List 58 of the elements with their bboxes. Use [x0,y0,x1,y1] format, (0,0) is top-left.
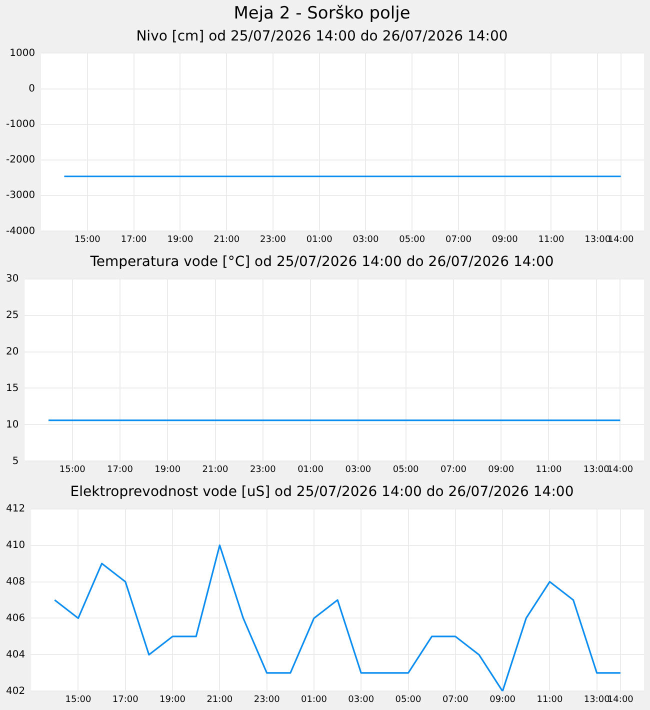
y-tick-label: 408 [6,576,26,588]
chart-title: Elektroprevodnost vode [uS] od 25/07/2026 14:00 do 26/07/2026 14:00 [70,484,574,500]
y-tick-label: 5 [12,456,19,467]
x-tick-label: 07:00 [446,234,472,245]
x-tick-label: 19:00 [167,234,194,245]
x-tick-label: 01:00 [301,694,328,705]
y-tick-label: 410 [6,540,26,551]
x-tick-label: 11:00 [536,464,562,475]
x-tick-label: 21:00 [202,464,229,475]
y-tick-label: 30 [6,273,19,284]
x-tick-label: 19:00 [154,464,181,475]
x-tick-label: 17:00 [107,464,134,475]
x-tick-label: 14:00 [607,464,634,475]
y-tick-label: -2000 [6,154,36,166]
y-tick-label: 406 [6,612,26,624]
x-tick-label: 01:00 [298,464,324,475]
y-tick-label: -1000 [6,118,36,130]
x-tick-label: 23:00 [254,694,280,705]
x-tick-label: 05:00 [395,694,422,705]
y-tick-label: 402 [6,686,26,697]
x-tick-label: 17:00 [112,694,139,705]
x-tick-label: 15:00 [59,464,86,475]
chart-subtitle: Nivo [cm] od 25/07/2026 14:00 do 26/07/2026 14:00 [136,28,508,44]
y-tick-label: 10 [6,419,19,430]
x-tick-label: 17:00 [120,234,148,245]
x-tick-label: 05:00 [399,234,426,245]
x-tick-label: 03:00 [352,234,379,245]
x-tick-label: 03:00 [345,464,372,475]
x-tick-label: 05:00 [392,464,420,475]
chart-title: Meja 2 - Sorško polje [234,4,410,24]
y-tick-label: 20 [6,346,19,358]
y-tick-label: -3000 [6,190,36,202]
chart-title: Temperatura vode [°C] od 25/07/2026 14:00 do 26/07/2026 14:00 [89,254,554,270]
x-tick-label: 21:00 [206,694,233,705]
y-tick-label: -4000 [6,226,36,237]
x-tick-label: 23:00 [260,234,286,245]
y-tick-label: 0 [28,83,36,94]
x-tick-label: 03:00 [348,694,374,705]
x-tick-label: 09:00 [492,234,518,245]
x-tick-label: 09:00 [488,464,514,475]
x-tick-label: 13:00 [583,464,610,475]
y-tick-label: 1000 [10,48,36,59]
x-tick-label: 15:00 [65,694,92,705]
x-tick-label: 13:00 [584,694,610,705]
x-tick-label: 23:00 [250,464,276,475]
y-tick-label: 15 [6,382,19,394]
y-tick-label: 25 [6,310,19,321]
x-tick-label: 19:00 [160,694,186,705]
y-tick-label: 412 [6,503,26,514]
x-tick-label: 09:00 [490,694,516,705]
x-tick-label: 07:00 [440,464,467,475]
x-tick-label: 11:00 [538,234,564,245]
x-tick-label: 21:00 [214,234,240,245]
x-tick-label: 01:00 [306,234,333,245]
y-tick-label: 404 [6,649,26,660]
x-tick-label: 07:00 [442,694,469,705]
x-tick-label: 11:00 [536,694,563,705]
x-tick-label: 15:00 [74,234,101,245]
